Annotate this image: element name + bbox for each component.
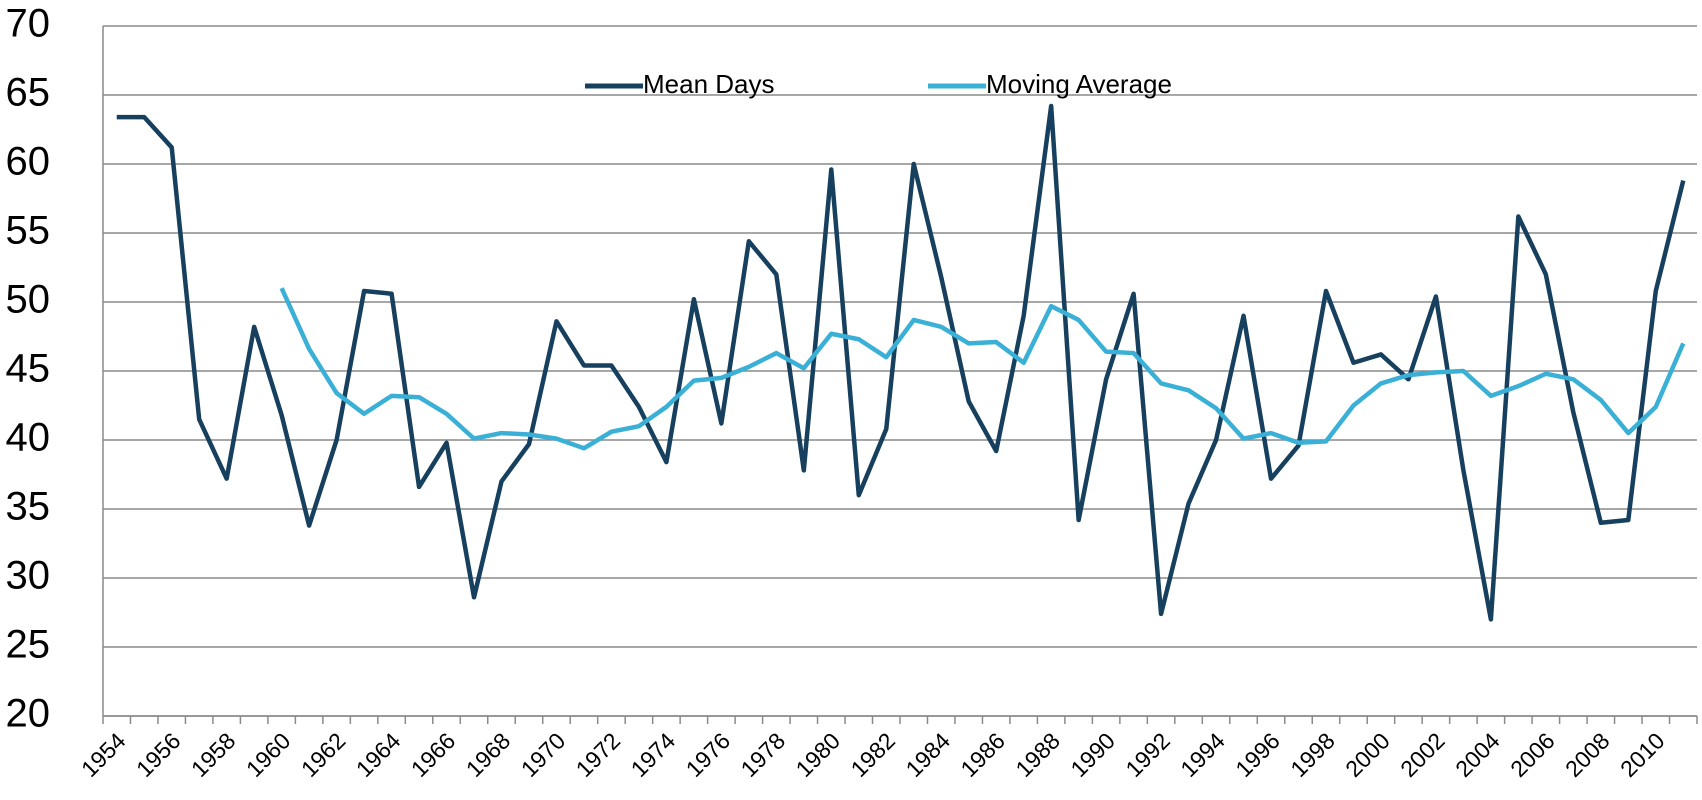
x-tick-label: 2010 — [1615, 727, 1670, 782]
x-tick-label: 2000 — [1340, 727, 1395, 782]
y-tick-label: 25 — [6, 623, 51, 667]
x-tick-label: 1976 — [681, 727, 736, 782]
x-tick-label: 1970 — [516, 727, 571, 782]
y-tick-label: 70 — [6, 2, 51, 46]
legend-label: Mean Days — [643, 69, 775, 99]
x-tick-label: 1990 — [1065, 727, 1120, 782]
x-tick-label: 1986 — [955, 727, 1010, 782]
y-tick-label: 45 — [6, 347, 51, 391]
x-tick-label: 1984 — [900, 727, 955, 782]
x-tick-label: 1980 — [791, 727, 846, 782]
series-line — [279, 287, 1686, 451]
x-tick-label: 2008 — [1560, 727, 1615, 782]
x-tick-label: 1978 — [736, 727, 791, 782]
x-tick-label: 1962 — [296, 727, 351, 782]
x-tick-label: 1960 — [241, 727, 296, 782]
x-tick-label: 2006 — [1505, 727, 1560, 782]
x-tick-label: 1964 — [351, 727, 406, 782]
x-tick-label: 2004 — [1450, 727, 1505, 782]
y-tick-label: 55 — [6, 209, 51, 253]
x-tick-label: 1972 — [571, 727, 626, 782]
y-tick-label: 35 — [6, 485, 51, 529]
legend-label: Moving Average — [986, 69, 1172, 99]
y-tick-label: 65 — [6, 71, 51, 115]
x-tick-label: 1982 — [846, 727, 901, 782]
y-tick-label: 30 — [6, 554, 51, 598]
x-tick-label: 1974 — [626, 727, 681, 782]
x-tick-label: 1992 — [1120, 727, 1175, 782]
x-tick-label: 1968 — [461, 727, 516, 782]
x-tick-label: 1994 — [1175, 727, 1230, 782]
x-tick-label: 1998 — [1285, 727, 1340, 782]
x-tick-label: 1956 — [131, 727, 186, 782]
x-tick-label: 1988 — [1010, 727, 1065, 782]
series-line — [116, 103, 1686, 622]
x-tick-label: 1958 — [186, 727, 241, 782]
x-tick-label: 2002 — [1395, 727, 1450, 782]
x-tick-label: 1966 — [406, 727, 461, 782]
y-tick-label: 60 — [6, 140, 51, 184]
x-tick-label: 1954 — [76, 727, 131, 782]
x-tick-label: 1996 — [1230, 727, 1285, 782]
y-tick-label: 50 — [6, 278, 51, 322]
y-tick-label: 20 — [6, 692, 51, 736]
y-tick-label: 40 — [6, 416, 51, 460]
